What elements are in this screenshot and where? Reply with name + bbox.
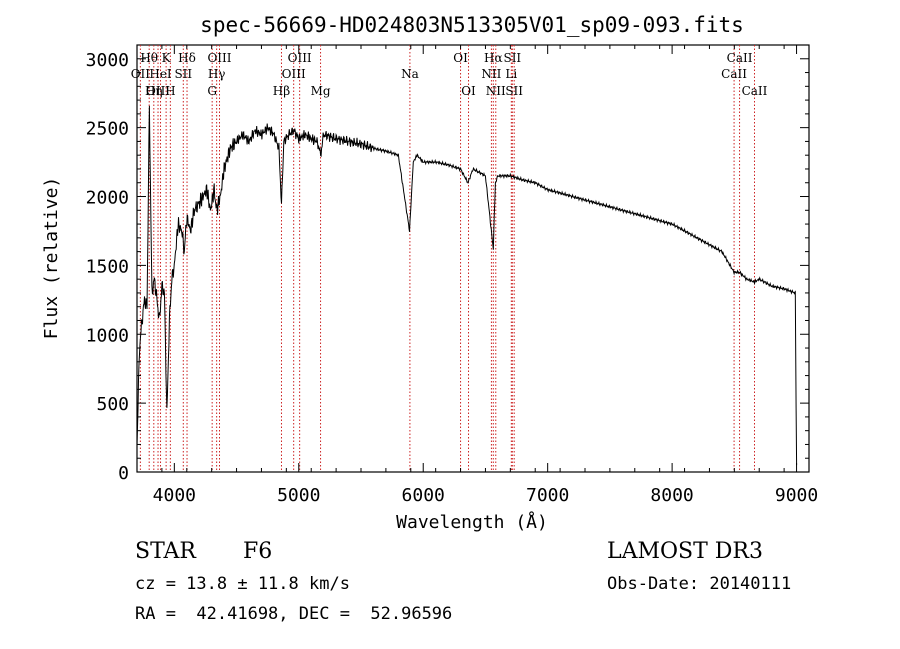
redshift-velocity: cz = 13.8 ± 11.8 km/s <box>135 574 350 594</box>
spectral-line-label: Hβ <box>273 84 290 98</box>
y-axis-label: Flux (relative) <box>41 177 62 340</box>
x-tick-label: 9000 <box>775 485 818 506</box>
spectral-line-label: K <box>162 51 172 65</box>
x-axis-label: Wavelength (Å) <box>396 511 548 533</box>
x-tick-label: 5000 <box>277 485 320 506</box>
spectral-line-label: Mg <box>311 84 331 98</box>
x-axis: 4000 5000 6000 7000 8000 9000 <box>136 45 818 506</box>
y-axis: 0 500 1000 1500 2000 2500 3000 <box>86 50 809 484</box>
spectrum-line-group <box>136 105 798 466</box>
spectral-line-label: Hα <box>484 51 503 65</box>
spectral-line-label: OIII <box>146 84 170 98</box>
spectral-line-label: Hη <box>145 84 163 98</box>
spectral-line-label: Li <box>505 67 517 81</box>
object-subclass: F6 <box>243 539 273 564</box>
spectral-line-label: NII <box>486 84 506 98</box>
spectral-line-label: NII <box>481 67 501 81</box>
coordinates: RA = 42.41698, DEC = 52.96596 <box>135 604 453 624</box>
spectral-line-label: SII <box>174 67 192 81</box>
spectral-line-label: H <box>165 84 175 98</box>
y-tick-label: 1000 <box>86 325 129 346</box>
plot-frame <box>136 44 810 473</box>
spectral-line-markers <box>139 45 755 472</box>
x-tick-label: 7000 <box>526 485 569 506</box>
x-tick-label: 4000 <box>153 485 196 506</box>
spectrum-series-0 <box>136 105 798 466</box>
spectral-line-label: OIII <box>288 51 312 65</box>
spectral-line-label: OI <box>461 84 476 98</box>
spectral-line-label: Hδ <box>178 51 196 65</box>
spectral-line-label: CaII <box>727 51 753 65</box>
spectral-line-label: Na <box>401 67 419 81</box>
y-tick-label: 500 <box>96 394 129 415</box>
spectral-line-label: Hγ <box>208 67 226 81</box>
y-tick-label: 3000 <box>86 50 129 71</box>
y-tick-label: 2000 <box>86 188 129 209</box>
spectral-line-label: G <box>207 84 217 98</box>
y-tick-label: 2500 <box>86 119 129 140</box>
object-class: STAR <box>135 539 196 564</box>
spectral-line-label: HeI <box>149 67 172 81</box>
spectral-line-label: OI <box>453 51 468 65</box>
x-tick-label: 8000 <box>650 485 693 506</box>
survey-name: LAMOST DR3 <box>607 539 763 564</box>
spectral-line-label: CaII <box>742 84 768 98</box>
spectral-line-label: OIII <box>282 67 306 81</box>
spectral-line-label: OII <box>131 67 151 81</box>
chart-title: spec-56669-HD024803N513305V01_sp09-093.f… <box>200 13 744 37</box>
spectral-line-label: Hθ <box>140 51 158 65</box>
spectral-line-label: SII <box>505 84 523 98</box>
spectral-line-label: CaII <box>721 67 747 81</box>
y-tick-label: 1500 <box>86 256 129 277</box>
y-tick-label: 0 <box>118 463 129 484</box>
spectral-line-label: OIII <box>207 51 231 65</box>
x-tick-label: 6000 <box>402 485 445 506</box>
spectral-line-label: SII <box>503 51 521 65</box>
observation-date: Obs-Date: 20140111 <box>607 574 792 594</box>
